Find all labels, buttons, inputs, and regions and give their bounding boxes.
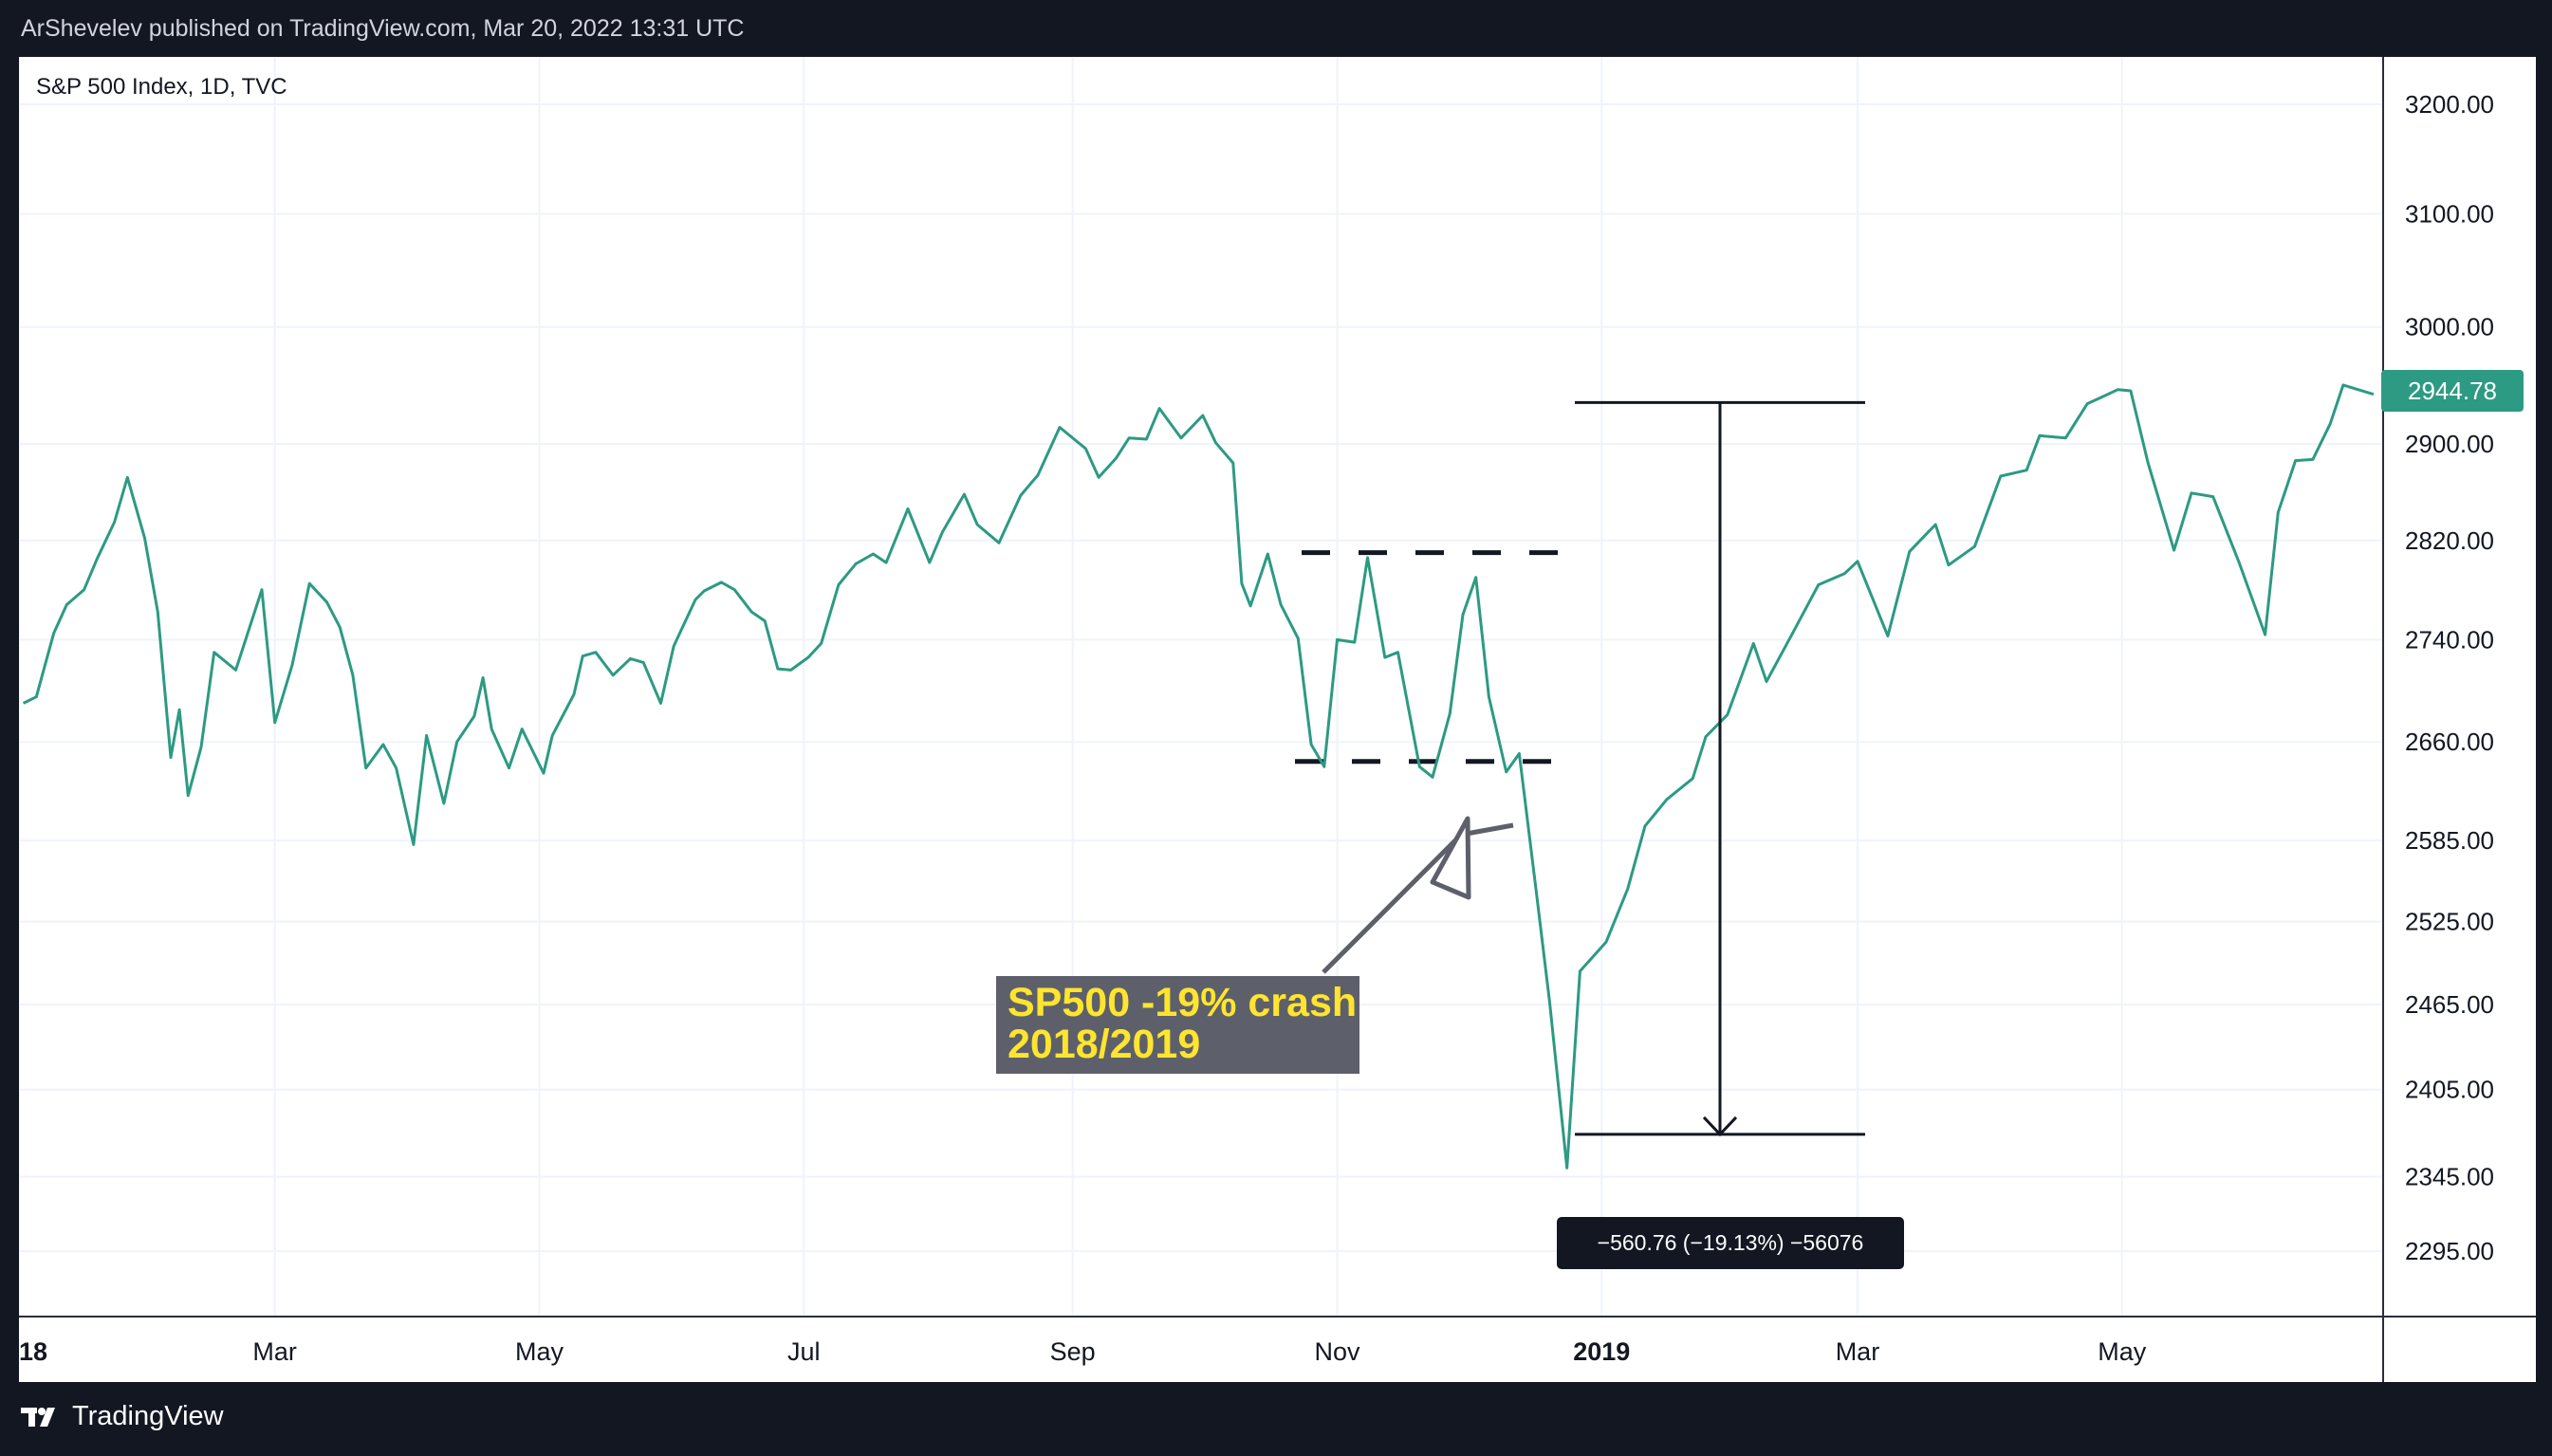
measure-arrow-head [1702, 1115, 1738, 1137]
x-tick-label: Mar [252, 1337, 297, 1366]
price-chart[interactable] [19, 57, 2382, 1316]
time-axis[interactable]: 2018 Mar May Jul Sep Nov 2019 Mar May [19, 1318, 2382, 1384]
y-tick-label: 2900.00 [2405, 430, 2494, 458]
publish-info: ArShevelev published on TradingView.com,… [21, 15, 745, 42]
y-tick-label: 2345.00 [2405, 1163, 2494, 1191]
bottom-bar: TradingView [0, 1382, 2552, 1456]
y-tick-label: 2740.00 [2405, 625, 2494, 654]
x-tick-label: 2018 [19, 1337, 47, 1366]
top-bar: ArShevelev published on TradingView.com,… [0, 0, 2552, 57]
arrow-head[interactable] [1430, 816, 1471, 900]
arrow-drawing[interactable] [1322, 816, 1514, 974]
x-tick-label: Mar [1836, 1337, 1880, 1366]
price-axis[interactable]: 3200.00 3100.00 3000.00 2900.00 2820.00 2740.… [2384, 57, 2536, 1316]
y-tick-label: 2660.00 [2405, 728, 2494, 756]
brand-name: TradingView [72, 1401, 224, 1431]
x-tick-label: Jul [787, 1337, 821, 1366]
x-tick-label: May [515, 1337, 564, 1366]
y-tick-label: 3000.00 [2405, 313, 2494, 341]
time-scale[interactable]: 2018 Mar May Jul Sep Nov 2019 Mar May [19, 1316, 2382, 1384]
last-price-label: 2944.78 [2381, 370, 2524, 413]
price-line[interactable] [22, 383, 2375, 1170]
x-tick-label: 2019 [1573, 1337, 1630, 1366]
right-border [2534, 57, 2552, 1382]
grid-lines [19, 57, 2382, 1316]
brand[interactable]: TradingView [21, 1401, 224, 1432]
left-border [0, 57, 19, 1382]
tradingview-logo-icon [21, 1407, 55, 1427]
note-line-2: 2018/2019 [1008, 1022, 1201, 1067]
measure-tool[interactable] [1575, 400, 1865, 1137]
y-tick-label: 3200.00 [2405, 90, 2494, 119]
chart-pane[interactable]: S&P 500 Index, 1D, TVC SP500 -19% crash … [19, 57, 2382, 1316]
y-tick-label: 2585.00 [2405, 826, 2494, 855]
y-tick-label: 2465.00 [2405, 990, 2494, 1019]
x-tick-label: Sep [1050, 1337, 1096, 1366]
price-scale[interactable]: 3200.00 3100.00 3000.00 2900.00 2820.00 2740.… [2382, 57, 2536, 1316]
note-line-1: SP500 -19% crash [1008, 980, 1358, 1025]
measure-label: −560.76 (−19.13%) −56076 [1557, 1217, 1904, 1269]
y-tick-label: 2820.00 [2405, 526, 2494, 555]
y-tick-label: 2295.00 [2405, 1237, 2494, 1265]
symbol-legend[interactable]: S&P 500 Index, 1D, TVC [36, 74, 287, 100]
x-tick-label: Nov [1314, 1337, 1360, 1366]
arrow-shaft[interactable] [1322, 822, 1514, 974]
y-tick-label: 2525.00 [2405, 908, 2494, 936]
x-tick-label: May [2098, 1337, 2147, 1366]
y-tick-label: 3100.00 [2405, 199, 2494, 228]
text-note[interactable]: SP500 -19% crash 2018/2019 [996, 976, 1359, 1074]
scale-corner [2382, 1316, 2536, 1384]
y-tick-label: 2405.00 [2405, 1076, 2494, 1104]
